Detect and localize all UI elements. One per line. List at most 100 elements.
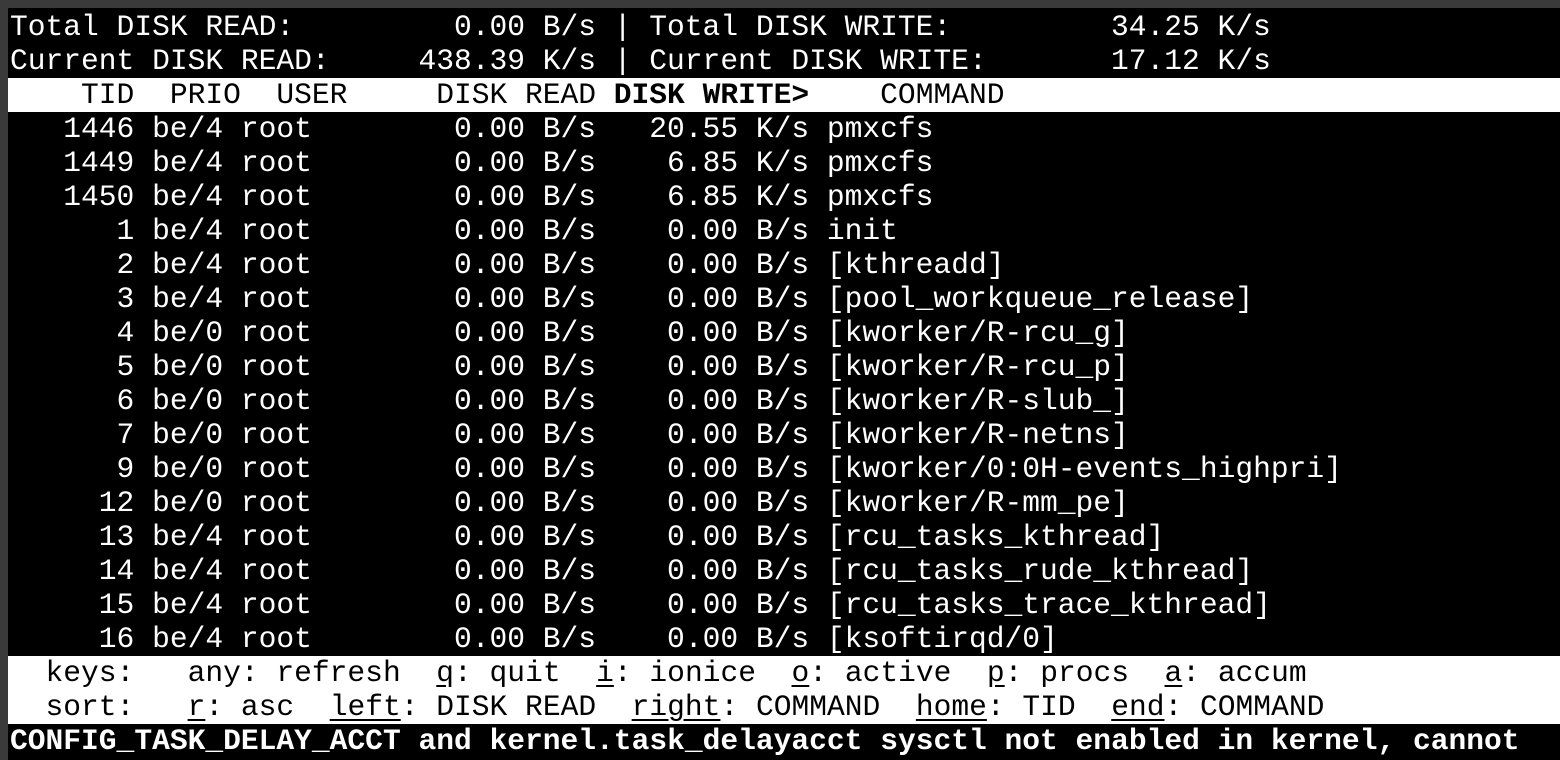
current-write-label: Current DISK WRITE: xyxy=(649,44,987,78)
shortcut-key[interactable]: home xyxy=(915,690,987,724)
process-row[interactable]: 4 be/0 root 0.00 B/s 0.00 B/s [kworker/R-r… xyxy=(8,316,1560,350)
current-io-line: Current DISK READ: 438.39 K/s | Current … xyxy=(8,44,1560,78)
cell-tid: 13 xyxy=(98,520,135,554)
cell-command: [kworker/R-mm_pe] xyxy=(826,486,1129,520)
cell-disk-write: 20.55 K/s xyxy=(649,112,810,146)
cell-tid: 16 xyxy=(98,622,135,656)
cell-disk-read: 0.00 B/s xyxy=(453,588,597,622)
cell-disk-read: 0.00 B/s xyxy=(453,384,597,418)
cell-tid: 2 xyxy=(116,248,135,282)
shortcut-key[interactable]: p xyxy=(986,656,1005,690)
cell-user: root xyxy=(240,520,312,554)
cell-command: [kworker/R-rcu_g] xyxy=(826,316,1129,350)
cell-disk-write: 0.00 B/s xyxy=(667,486,810,520)
shortcut-key[interactable]: right xyxy=(631,690,721,724)
cell-prio: be/0 xyxy=(152,384,224,418)
process-row[interactable]: 1 be/4 root 0.00 B/s 0.00 B/s init xyxy=(8,214,1560,248)
cell-disk-read: 0.00 B/s xyxy=(453,452,597,486)
col-disk-read[interactable]: DISK READ xyxy=(436,78,597,112)
cell-tid: 15 xyxy=(98,588,135,622)
process-row[interactable]: 15 be/4 root 0.00 B/s 0.00 B/s [rcu_tasks_… xyxy=(8,588,1560,622)
cell-user: root xyxy=(240,622,312,656)
cell-command: [kworker/R-rcu_p] xyxy=(826,350,1129,384)
cell-prio: be/4 xyxy=(152,282,224,316)
cell-tid: 5 xyxy=(116,350,135,384)
cell-user: root xyxy=(240,248,312,282)
cell-disk-write: 0.00 B/s xyxy=(667,248,810,282)
shortcut-key[interactable]: left xyxy=(329,690,401,724)
cell-disk-read: 0.00 B/s xyxy=(453,214,597,248)
process-row[interactable]: 5 be/0 root 0.00 B/s 0.00 B/s [kworker/R-r… xyxy=(8,350,1560,384)
total-read-value: 0.00 B/s xyxy=(453,10,597,44)
cell-disk-read: 0.00 B/s xyxy=(453,112,597,146)
cell-tid: 7 xyxy=(116,418,135,452)
shortcut-key[interactable]: r xyxy=(187,690,206,724)
cell-disk-write: 0.00 B/s xyxy=(667,554,810,588)
cell-disk-read: 0.00 B/s xyxy=(453,248,597,282)
cell-command: init xyxy=(826,214,898,248)
cell-command: [kworker/R-netns] xyxy=(826,418,1129,452)
cell-command: [rcu_tasks_trace_kthread] xyxy=(826,588,1271,622)
col-command[interactable]: COMMAND xyxy=(880,78,1005,112)
shortcut-key[interactable]: end xyxy=(1111,690,1165,724)
cell-user: root xyxy=(240,350,312,384)
shortcut-label: ionice xyxy=(649,656,756,690)
cell-disk-write: 0.00 B/s xyxy=(667,452,810,486)
process-row[interactable]: 6 be/0 root 0.00 B/s 0.00 B/s [kworker/R-s… xyxy=(8,384,1560,418)
cell-disk-write: 0.00 B/s xyxy=(667,214,810,248)
shortcut-label: quit xyxy=(489,656,561,690)
shortcut-key[interactable]: q xyxy=(436,656,455,690)
cell-disk-read: 0.00 B/s xyxy=(453,486,597,520)
cell-tid: 3 xyxy=(116,282,135,316)
process-row[interactable]: 9 be/0 root 0.00 B/s 0.00 B/s [kworker/0:0… xyxy=(8,452,1560,486)
cell-disk-read: 0.00 B/s xyxy=(453,316,597,350)
col-disk-write[interactable]: DISK WRITE> xyxy=(613,78,810,112)
cell-prio: be/4 xyxy=(152,112,224,146)
cell-command: [kworker/0:0H-events_highpri] xyxy=(826,452,1342,486)
cell-tid: 1 xyxy=(116,214,135,248)
current-write-value: 17.12 K/s xyxy=(1111,44,1271,78)
process-row[interactable]: 12 be/0 root 0.00 B/s 0.00 B/s [kworker/R-… xyxy=(8,486,1560,520)
shortcut-key[interactable]: any xyxy=(187,656,241,690)
col-tid[interactable]: TID xyxy=(81,78,135,112)
process-row[interactable]: 1449 be/4 root 0.00 B/s 6.85 K/s pmxcfs xyxy=(8,146,1560,180)
process-row[interactable]: 3 be/4 root 0.00 B/s 0.00 B/s [pool_workqu… xyxy=(8,282,1560,316)
cell-disk-read: 0.00 B/s xyxy=(453,180,597,214)
shortcut-key[interactable]: i xyxy=(596,656,614,690)
cell-disk-write: 0.00 B/s xyxy=(667,384,810,418)
cell-command: pmxcfs xyxy=(826,180,934,214)
shortcut-label: DISK READ xyxy=(436,690,597,724)
iotop-terminal[interactable]: Total DISK READ: 0.00 B/s | Total DISK W… xyxy=(8,8,1560,760)
cell-prio: be/0 xyxy=(152,486,224,520)
cell-prio: be/0 xyxy=(152,452,224,486)
process-row[interactable]: 7 be/0 root 0.00 B/s 0.00 B/s [kworker/R-n… xyxy=(8,418,1560,452)
sort-label: sort: xyxy=(45,690,135,724)
col-user[interactable]: USER xyxy=(276,78,348,112)
process-row[interactable]: 1450 be/4 root 0.00 B/s 6.85 K/s pmxcfs xyxy=(8,180,1560,214)
shortcut-label: procs xyxy=(1040,656,1129,690)
process-row[interactable]: 16 be/4 root 0.00 B/s 0.00 B/s [ksoftirqd/… xyxy=(8,622,1560,656)
shortcut-label: asc xyxy=(240,690,295,724)
shortcut-key[interactable]: o xyxy=(791,656,810,690)
cell-disk-write: 6.85 K/s xyxy=(667,180,810,214)
cell-prio: be/4 xyxy=(152,180,224,214)
cell-command: pmxcfs xyxy=(826,146,934,180)
keys-label: keys: xyxy=(45,656,135,690)
process-row[interactable]: 2 be/4 root 0.00 B/s 0.00 B/s [kthreadd] xyxy=(8,248,1560,282)
cell-tid: 12 xyxy=(98,486,135,520)
cell-user: root xyxy=(240,452,312,486)
shortcut-key[interactable]: a xyxy=(1164,656,1183,690)
cell-user: root xyxy=(240,316,312,350)
cell-tid: 6 xyxy=(116,384,135,418)
cell-command: pmxcfs xyxy=(826,112,934,146)
total-write-value: 34.25 K/s xyxy=(1110,10,1271,44)
cell-command: [kworker/R-slub_] xyxy=(826,384,1129,418)
process-row[interactable]: 1446 be/4 root 0.00 B/s 20.55 K/s pmxcfs xyxy=(8,112,1560,146)
shortcut-label: TID xyxy=(1022,690,1076,724)
col-prio[interactable]: PRIO xyxy=(169,78,241,112)
process-row[interactable]: 13 be/4 root 0.00 B/s 0.00 B/s [rcu_tasks_… xyxy=(8,520,1560,554)
cell-command: [kthreadd] xyxy=(826,248,1005,282)
cell-prio: be/0 xyxy=(152,350,224,384)
cell-disk-write: 0.00 B/s xyxy=(667,520,810,554)
process-row[interactable]: 14 be/4 root 0.00 B/s 0.00 B/s [rcu_tasks_… xyxy=(8,554,1560,588)
